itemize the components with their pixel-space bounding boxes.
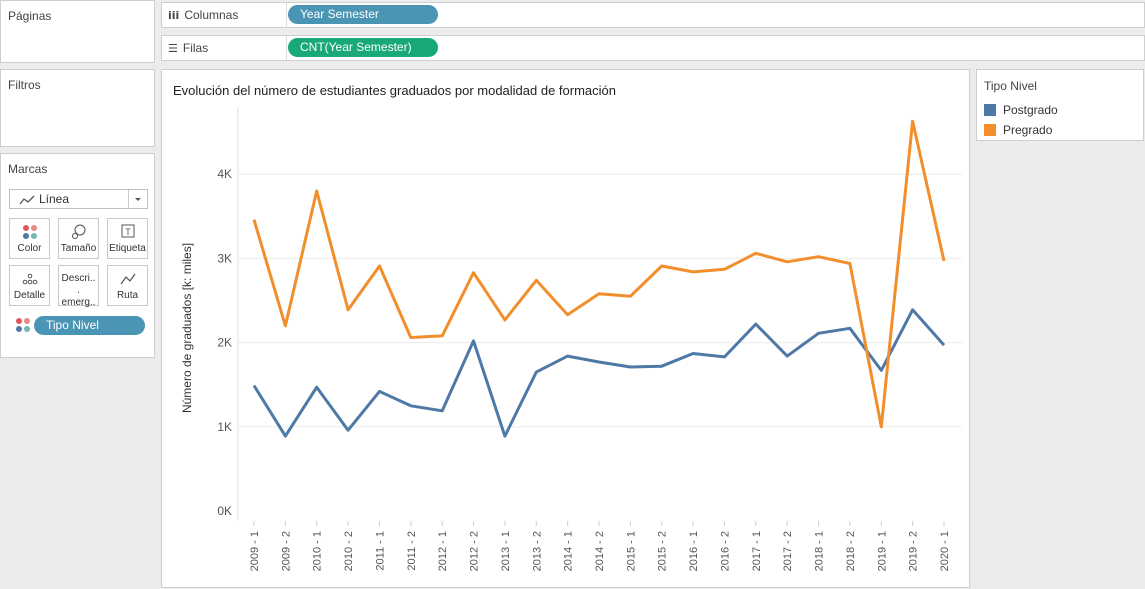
x-tick-label: 2012 - 1 (437, 531, 449, 571)
mark-type-dropdown[interactable]: Línea (9, 189, 148, 209)
legend-label-pregrado: Pregrado (1003, 123, 1053, 137)
x-tick-label: 2015 - 2 (657, 531, 669, 571)
chart-title: Evolución del número de estudiantes grad… (173, 83, 616, 98)
path-card-label: Ruta (116, 290, 139, 301)
y-axis-label: Número de graduados [k: miles] (180, 243, 194, 413)
size-card-label: Tamaño (60, 243, 97, 254)
y-tick-label: 0K (217, 504, 232, 518)
x-tick-label: 2018 - 1 (814, 531, 826, 571)
legend-title: Tipo Nivel (984, 79, 1037, 93)
line-chart[interactable]: Evolución del número de estudiantes grad… (162, 70, 969, 587)
rows-pill-label: CNT(Year Semester) (300, 40, 412, 54)
detail-card[interactable]: Detalle (9, 265, 50, 306)
shelf-divider (286, 36, 287, 60)
size-icon (59, 223, 98, 243)
x-tick-label: 2013 - 2 (531, 531, 543, 571)
legend-swatch-postgrado (984, 104, 996, 116)
pages-panel[interactable]: Páginas (0, 0, 155, 63)
x-tick-label: 2011 - 1 (374, 531, 386, 571)
chart-panel: Evolución del número de estudiantes grad… (161, 69, 970, 588)
shelf-divider (286, 3, 287, 27)
tooltip-card[interactable]: Descri... emerg... (58, 265, 99, 320)
svg-text:T: T (125, 227, 131, 237)
path-card[interactable]: Ruta (107, 265, 148, 306)
color-dots-icon (10, 223, 49, 243)
mark-type-label: Línea (39, 192, 70, 206)
x-tick-label: 2014 - 2 (594, 531, 606, 571)
color-field-icon (16, 318, 30, 332)
y-tick-label: 1K (217, 420, 232, 434)
x-tick-label: 2012 - 2 (469, 531, 481, 571)
x-tick-label: 2018 - 2 (845, 531, 857, 571)
filters-title: Filtros (8, 78, 41, 92)
rows-shelf[interactable]: ☰ Filas CNT(Year Semester) (161, 35, 1145, 61)
line-chart-icon (19, 195, 35, 205)
series-line-postgrado[interactable] (252, 308, 946, 438)
y-tick-label: 4K (217, 167, 232, 181)
columns-icon: iii (168, 9, 180, 22)
rows-pill[interactable]: CNT(Year Semester) (288, 38, 438, 57)
chevron-down-icon[interactable] (128, 190, 147, 208)
series-line-pregrado[interactable] (252, 119, 946, 429)
y-tick-label: 2K (217, 336, 232, 350)
x-tick-label: 2011 - 2 (406, 531, 418, 571)
x-tick-label: 2014 - 1 (563, 531, 575, 571)
x-tick-label: 2016 - 2 (719, 531, 731, 571)
x-tick-label: 2015 - 1 (625, 531, 637, 571)
pages-title: Páginas (8, 9, 52, 23)
columns-shelf[interactable]: iii Columnas Year Semester (161, 2, 1145, 28)
detail-card-label: Detalle (13, 290, 46, 301)
x-tick-label: 2020 - 1 (939, 531, 951, 571)
marks-panel: Marcas Línea Color Tamaño T Etiqueta Det… (0, 153, 155, 358)
color-field-pill[interactable]: Tipo Nivel (34, 316, 145, 335)
legend-item-postgrado[interactable]: Postgrado (984, 103, 1058, 117)
columns-pill[interactable]: Year Semester (288, 5, 438, 24)
label-card-label: Etiqueta (109, 243, 146, 254)
rows-icon: ☰ (168, 42, 178, 55)
x-tick-label: 2017 - 2 (782, 531, 794, 571)
x-tick-label: 2016 - 1 (688, 531, 700, 571)
x-tick-label: 2017 - 1 (751, 531, 763, 571)
label-card[interactable]: T Etiqueta (107, 218, 148, 259)
legend-label-postgrado: Postgrado (1003, 103, 1058, 117)
label-icon: T (108, 223, 147, 243)
filters-panel[interactable]: Filtros (0, 69, 155, 147)
columns-pill-label: Year Semester (300, 7, 379, 21)
path-icon (108, 270, 147, 290)
y-tick-label: 3K (217, 251, 232, 265)
x-tick-label: 2010 - 1 (312, 531, 324, 571)
color-card[interactable]: Color (9, 218, 50, 259)
legend-item-pregrado[interactable]: Pregrado (984, 123, 1052, 137)
tooltip-card-label: Descri... emerg... (61, 273, 96, 320)
marks-title: Marcas (8, 162, 48, 176)
x-tick-label: 2009 - 2 (280, 531, 292, 571)
legend-panel: Tipo Nivel Postgrado Pregrado (976, 69, 1144, 141)
x-tick-label: 2010 - 2 (343, 531, 355, 571)
detail-dots-icon (10, 270, 49, 290)
rows-shelf-label: ☰ Filas (168, 41, 209, 55)
size-card[interactable]: Tamaño (58, 218, 99, 259)
x-tick-label: 2019 - 1 (876, 531, 888, 571)
color-field-label: Tipo Nivel (46, 318, 99, 332)
x-tick-label: 2009 - 1 (249, 531, 261, 571)
color-card-label: Color (17, 243, 42, 254)
legend-swatch-pregrado (984, 124, 996, 136)
columns-shelf-label: iii Columnas (168, 8, 239, 22)
x-tick-label: 2019 - 2 (908, 531, 920, 571)
x-tick-label: 2013 - 1 (500, 531, 512, 571)
